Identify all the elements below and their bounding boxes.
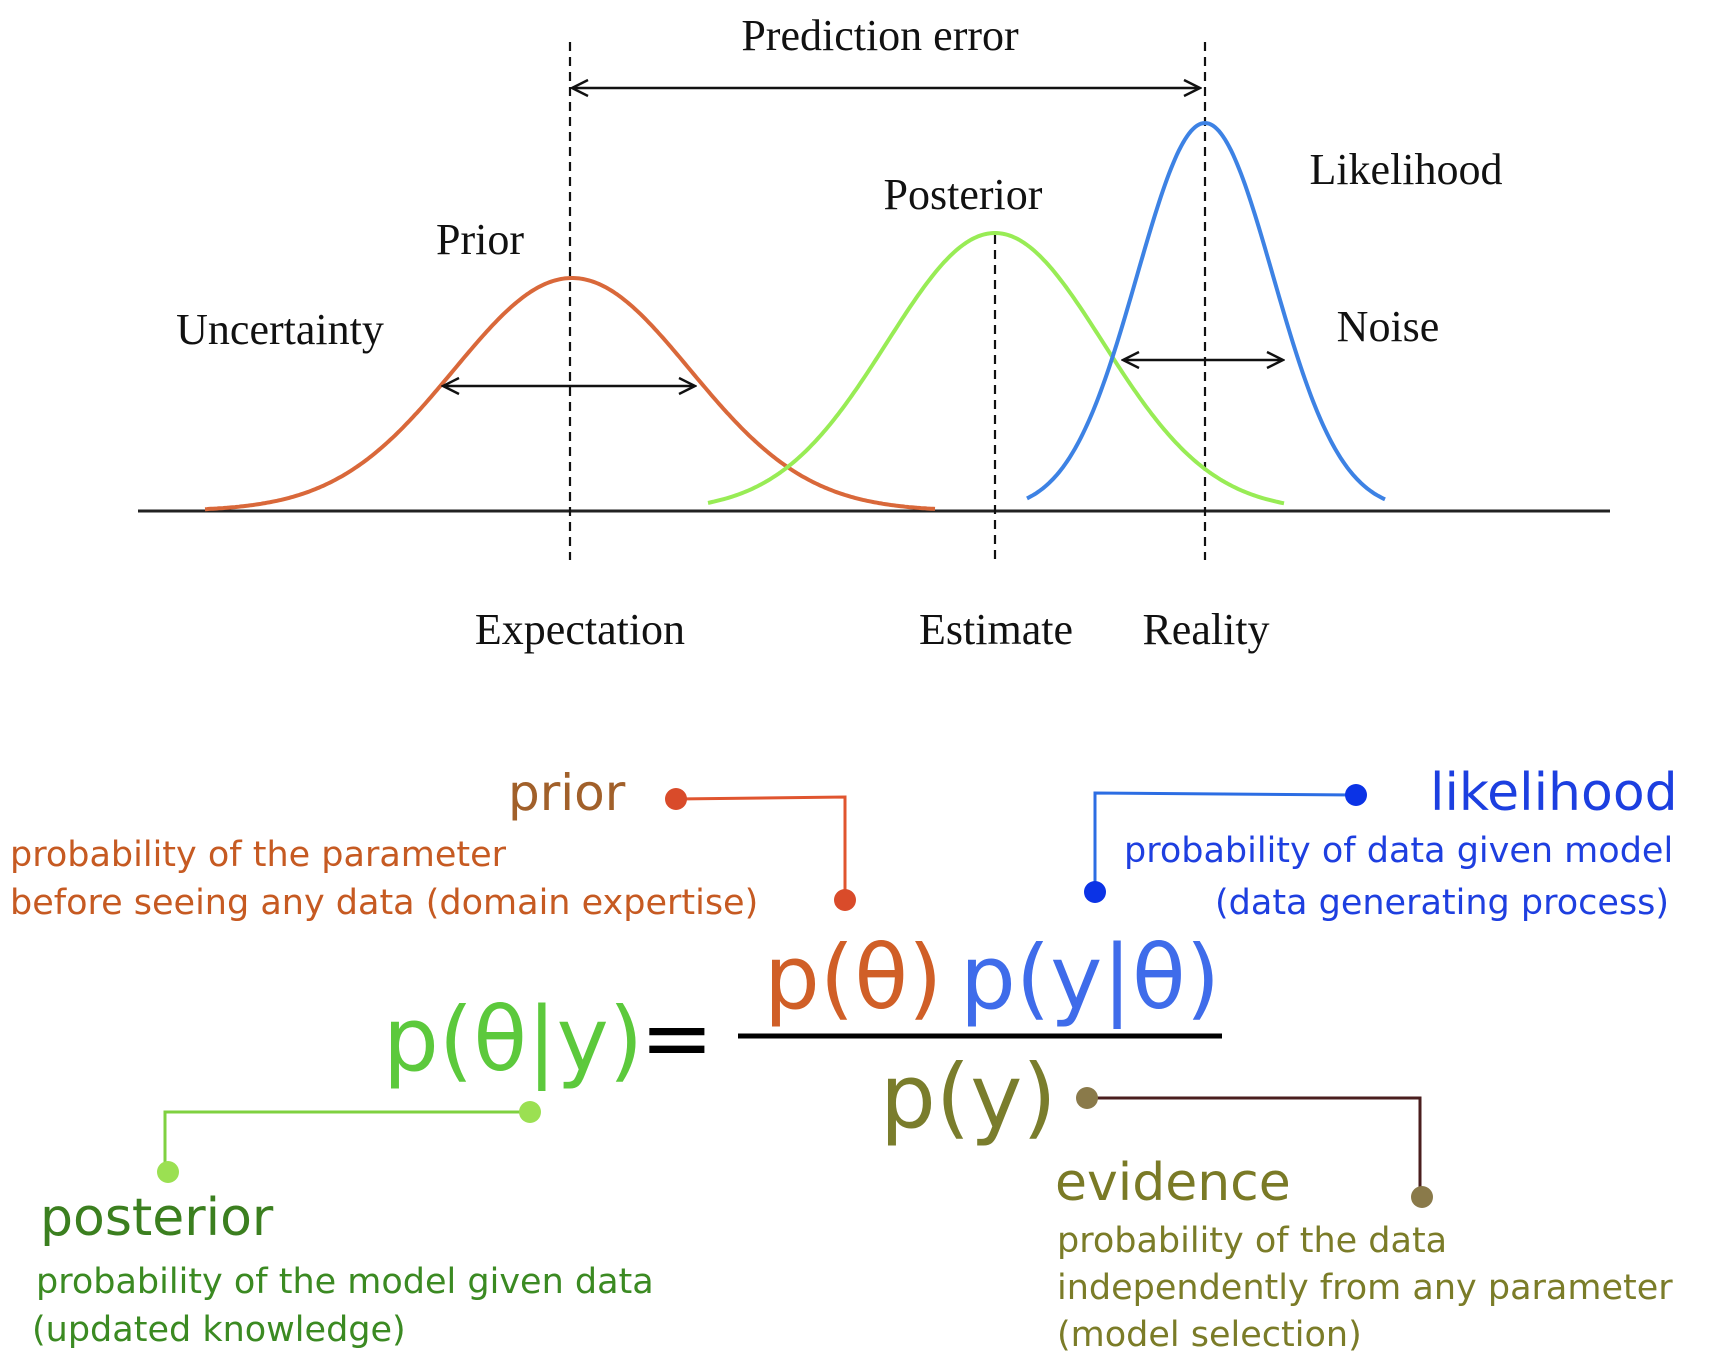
evidence-description-line3: (model selection) xyxy=(1057,1315,1362,1355)
posterior-curve xyxy=(707,231,1285,506)
likelihood-connector xyxy=(1093,791,1357,892)
likelihood-label: Likelihood xyxy=(1309,145,1502,194)
posterior-dot-bottom xyxy=(157,1161,179,1183)
prior-term: p(θ) xyxy=(764,926,942,1029)
likelihood-term: p(y|θ) xyxy=(960,926,1220,1030)
evidence-description-line2: independently from any parameter xyxy=(1057,1268,1673,1308)
posterior-description-line1: probability of the model given data xyxy=(36,1262,654,1302)
evidence-term: p(y) xyxy=(880,1045,1057,1148)
likelihood-curve xyxy=(1026,120,1386,502)
posterior-connector xyxy=(163,1110,530,1170)
evidence-connector xyxy=(1087,1096,1422,1195)
likelihood-dot-top xyxy=(1345,784,1367,806)
uncertainty-label: Uncertainty xyxy=(176,305,384,354)
equals-sign: = xyxy=(640,986,714,1089)
evidence-title: evidence xyxy=(1055,1153,1291,1213)
evidence-dot-top xyxy=(1076,1087,1098,1109)
posterior-label: Posterior xyxy=(884,170,1043,219)
prior-label: Prior xyxy=(436,215,524,264)
prior-description-line1: probability of the parameter xyxy=(10,835,507,875)
prior-dot-bottom xyxy=(834,889,856,911)
prior-description-line2: before seeing any data (domain expertise… xyxy=(10,883,758,923)
evidence-annotation: evidence probability of the data indepen… xyxy=(1055,1087,1673,1355)
posterior-annotation: posterior probability of the model given… xyxy=(32,1101,654,1350)
prior-dot-top xyxy=(665,788,687,810)
prior-annotation: prior probability of the parameter befor… xyxy=(10,764,856,923)
likelihood-title: likelihood xyxy=(1430,763,1678,823)
estimate-label: Estimate xyxy=(919,605,1073,654)
noise-label: Noise xyxy=(1337,302,1440,351)
posterior-title: posterior xyxy=(40,1188,274,1248)
likelihood-dot-bottom xyxy=(1084,881,1106,903)
likelihood-description-line2: (data generating process) xyxy=(1215,883,1669,923)
prior-connector xyxy=(675,795,847,900)
likelihood-description-line1: probability of data given model xyxy=(1124,831,1673,871)
prior-curve xyxy=(204,276,936,512)
evidence-dot-bottom xyxy=(1411,1186,1433,1208)
evidence-description-line1: probability of the data xyxy=(1057,1221,1447,1261)
likelihood-annotation: likelihood probability of data given mod… xyxy=(1084,763,1678,923)
posterior-dot-top xyxy=(519,1101,541,1123)
expectation-label: Expectation xyxy=(475,605,685,654)
prediction-error-label: Prediction error xyxy=(741,11,1019,60)
posterior-description-line2: (updated knowledge) xyxy=(32,1310,406,1350)
reality-label: Reality xyxy=(1142,605,1269,654)
bayes-equation: p(θ|y) = p(θ) p(y|θ) p(y) xyxy=(383,926,1222,1148)
prior-title: prior xyxy=(508,764,626,822)
distribution-diagram: Prediction error Prior Posterior Likelih… xyxy=(138,11,1610,654)
posterior-term: p(θ|y) xyxy=(383,988,643,1092)
